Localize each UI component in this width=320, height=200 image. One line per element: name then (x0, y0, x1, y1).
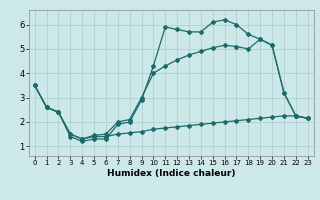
X-axis label: Humidex (Indice chaleur): Humidex (Indice chaleur) (107, 169, 236, 178)
